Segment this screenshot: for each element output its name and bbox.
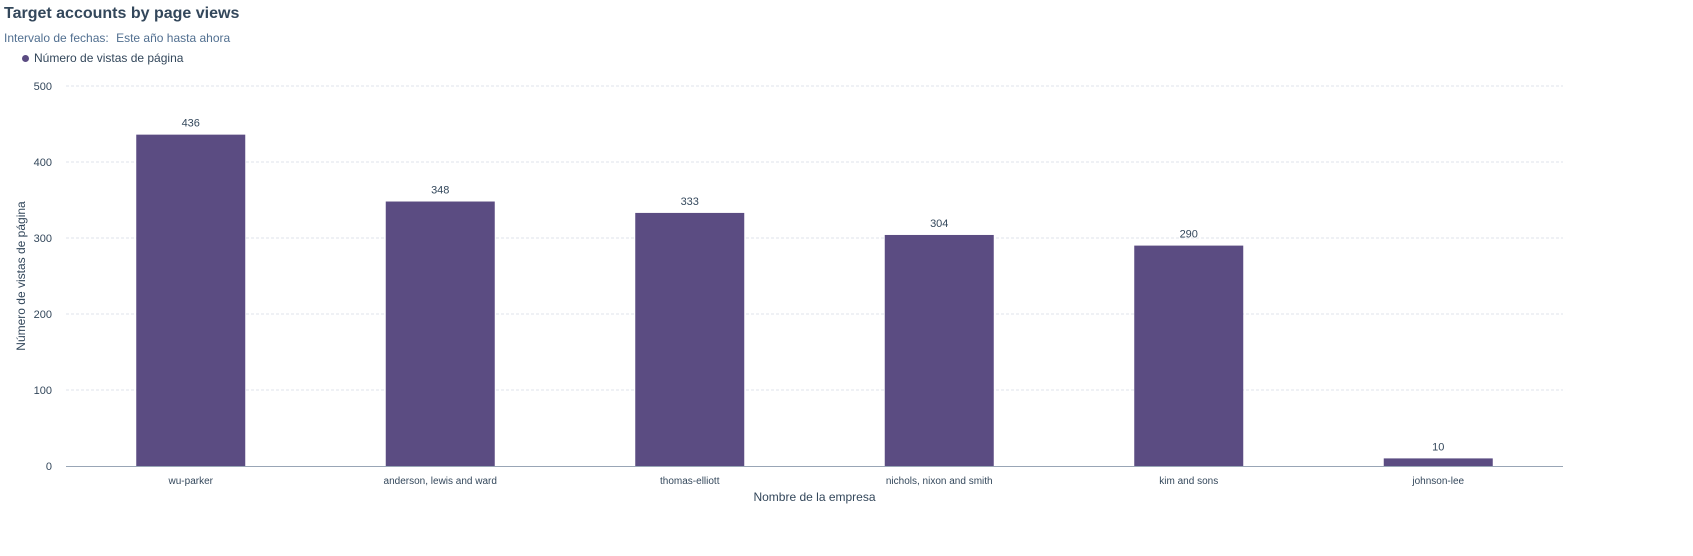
chart-header: Target accounts by page views Intervalo …	[4, 4, 1684, 66]
bar[interactable]	[136, 134, 246, 466]
data-labels: 436 348 333 304 290 10	[182, 118, 1445, 454]
legend-label[interactable]: Número de vistas de página	[34, 51, 184, 65]
y-tick-label: 100	[34, 385, 52, 397]
bar[interactable]	[385, 201, 495, 466]
y-tick-label: 500	[34, 81, 52, 93]
y-axis-ticks: 0 100 200 300 400 500	[34, 81, 52, 473]
date-range: Intervalo de fechas: Este año hasta ahor…	[4, 30, 1684, 46]
grid-lines	[66, 85, 1563, 391]
date-range-value[interactable]: Este año hasta ahora	[116, 31, 231, 45]
data-label: 348	[431, 185, 449, 197]
x-tick-label: nichols, nixon and smith	[886, 476, 993, 487]
legend[interactable]: Número de vistas de página	[22, 50, 1684, 66]
x-axis-ticks: wu-parker anderson, lewis and ward thomas-…	[168, 476, 1465, 487]
y-tick-label: 200	[34, 309, 52, 321]
y-tick-label: 300	[34, 233, 52, 245]
data-label: 333	[681, 196, 699, 208]
bar[interactable]	[884, 234, 994, 466]
bar[interactable]	[1134, 245, 1244, 466]
x-tick-label: kim and sons	[1159, 476, 1218, 487]
date-range-label: Intervalo de fechas:	[4, 31, 109, 45]
x-tick-label: thomas-elliott	[660, 476, 720, 487]
data-label: 10	[1432, 441, 1444, 453]
data-label: 290	[1180, 229, 1198, 241]
x-tick-label: johnson-lee	[1411, 476, 1464, 487]
x-tick-label: wu-parker	[168, 476, 214, 487]
x-tick-label: anderson, lewis and ward	[384, 476, 497, 487]
y-axis-title: Número de vistas de página	[14, 201, 28, 351]
bar[interactable]	[635, 212, 745, 466]
y-tick-label: 400	[34, 157, 52, 169]
legend-swatch	[22, 54, 29, 62]
chart-title: Target accounts by page views	[4, 5, 240, 22]
y-tick-label: 0	[46, 461, 52, 473]
bar[interactable]	[1383, 458, 1493, 466]
bars	[136, 134, 1493, 466]
x-axis-title: Nombre de la empresa	[753, 490, 875, 504]
data-label: 304	[930, 218, 948, 230]
data-label: 436	[182, 118, 200, 130]
